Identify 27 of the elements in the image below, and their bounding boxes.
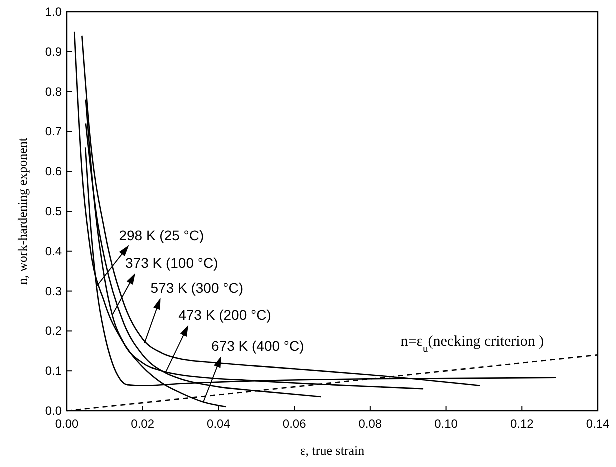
y-tick-label: 0.2	[45, 324, 62, 338]
x-tick-label: 0.14	[586, 417, 610, 431]
x-tick-label: 0.04	[207, 417, 231, 431]
annotation: 473 K (200 °C)	[178, 307, 272, 324]
x-axis-title: ε, true strain	[300, 443, 366, 458]
y-tick-label: 0.1	[45, 364, 62, 378]
series-label: n=ε$_{u}$(necking criterion )	[400, 334, 544, 354]
y-tick-label: 1.0	[45, 5, 62, 19]
x-tick-label: 0.02	[131, 417, 155, 431]
x-tick-label: 0.06	[282, 417, 307, 431]
x-tick-label: 0.08	[358, 417, 382, 431]
x-tick-label: 0.12	[510, 417, 534, 431]
y-axis-title: n, work-hardening exponent	[15, 138, 30, 285]
y-tick-label: 0.4	[45, 244, 62, 258]
x-tick-label: 0.10	[434, 417, 458, 431]
y-tick-label: 0.7	[45, 124, 62, 139]
annotation: 298 K (25 °C)	[119, 227, 204, 244]
y-tick-label: 0.5	[45, 204, 62, 218]
x-tick-label: 0.00	[55, 417, 79, 431]
annotation: 373 K (100 °C)	[126, 255, 218, 272]
y-tick-label: 0.3	[45, 284, 62, 298]
y-tick-label: 0.0	[45, 404, 62, 418]
annotation: 573 K (300 °C)	[150, 280, 244, 296]
annotation: 673 K (400 °C)	[212, 338, 304, 354]
y-tick-label: 0.6	[45, 164, 62, 179]
y-tick-label: 0.8	[45, 84, 62, 99]
y-tick-label: 0.9	[45, 44, 62, 59]
